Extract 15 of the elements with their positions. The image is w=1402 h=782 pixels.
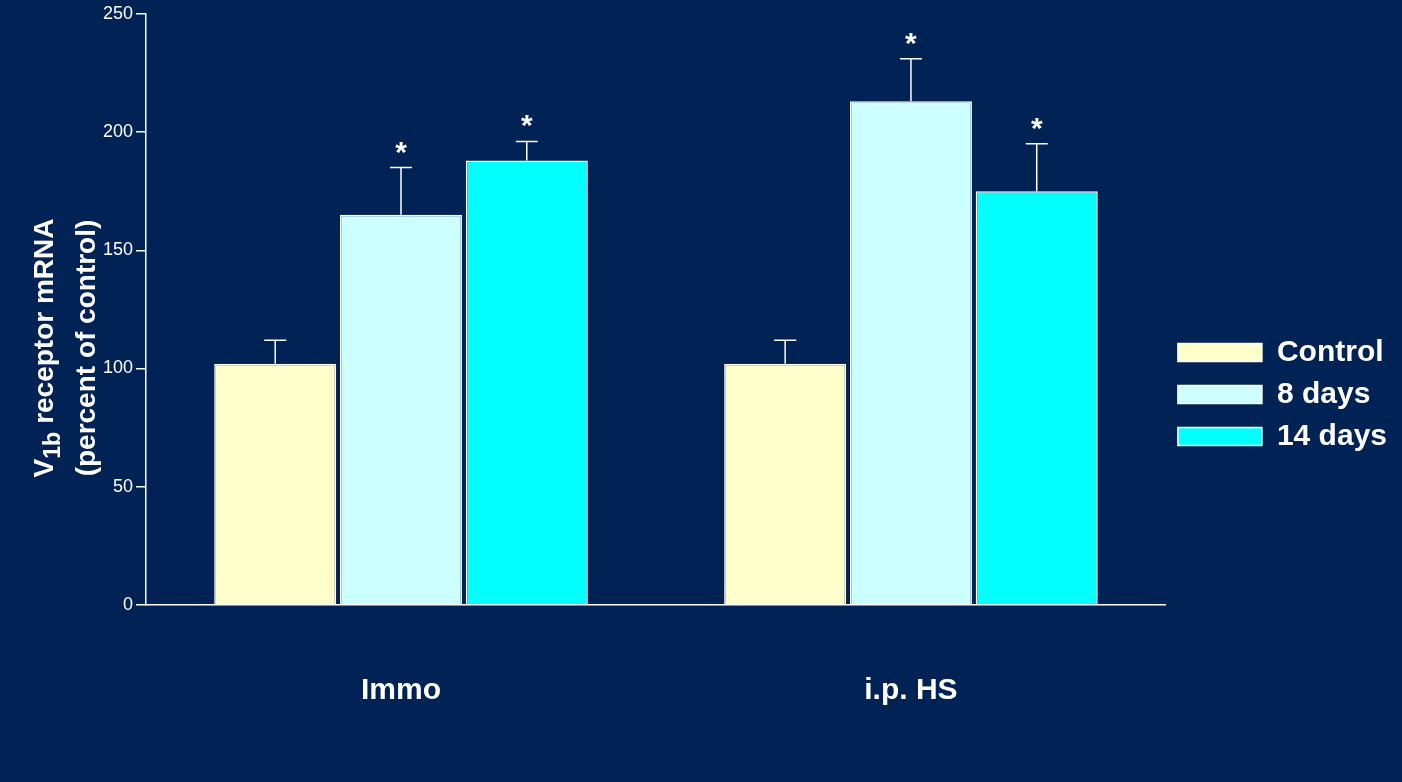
data-label: *	[905, 25, 918, 59]
legend-label: 14 days	[1276, 417, 1388, 451]
y-tick-label: 50	[113, 475, 134, 496]
legend-label: Control	[1276, 333, 1384, 367]
y-tick-label: 250	[102, 2, 134, 23]
data-label: *	[395, 134, 408, 168]
y-tick-label: 100	[102, 357, 134, 378]
legend-label: 8 days	[1276, 375, 1371, 409]
x-tick-label: Immo	[361, 672, 442, 706]
y-tick-label: 200	[102, 121, 134, 142]
x-tick-label: i.p. HS	[864, 672, 958, 706]
y-tick-label: 0	[123, 593, 134, 614]
y-tick-label: 150	[102, 239, 134, 260]
data-label: *	[520, 108, 533, 142]
data-label: *	[1030, 110, 1043, 144]
